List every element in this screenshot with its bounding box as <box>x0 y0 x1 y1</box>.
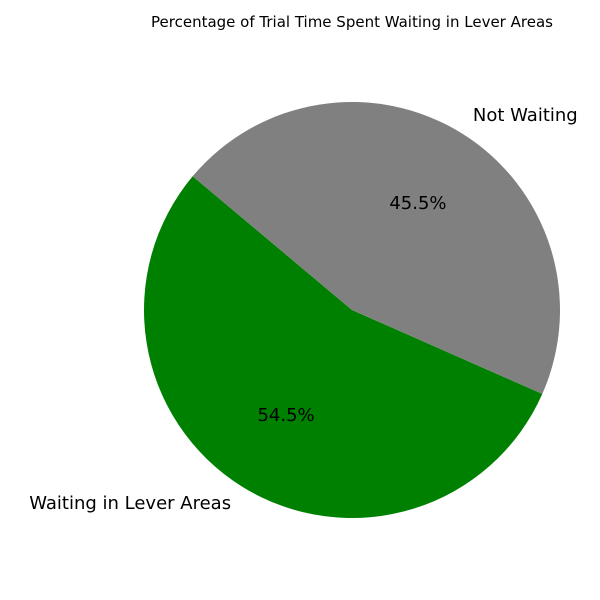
pie-labels: 54.5% Waiting in Lever Areas 45.5% Not Wait… <box>29 105 578 514</box>
pie-pct-label-not-waiting: 45.5% <box>389 193 446 214</box>
pie-slice-waiting-in-lever-areas <box>144 176 543 519</box>
pie-label-waiting-in-lever-areas: Waiting in Lever Areas <box>29 493 231 514</box>
pie-slices <box>144 102 560 519</box>
chart-title: Percentage of Trial Time Spent Waiting i… <box>151 13 553 31</box>
pie-label-not-waiting: Not Waiting <box>473 105 578 126</box>
pie-pct-label-waiting-in-lever-areas: 54.5% <box>257 405 314 426</box>
pie-slice-not-waiting <box>192 102 560 394</box>
